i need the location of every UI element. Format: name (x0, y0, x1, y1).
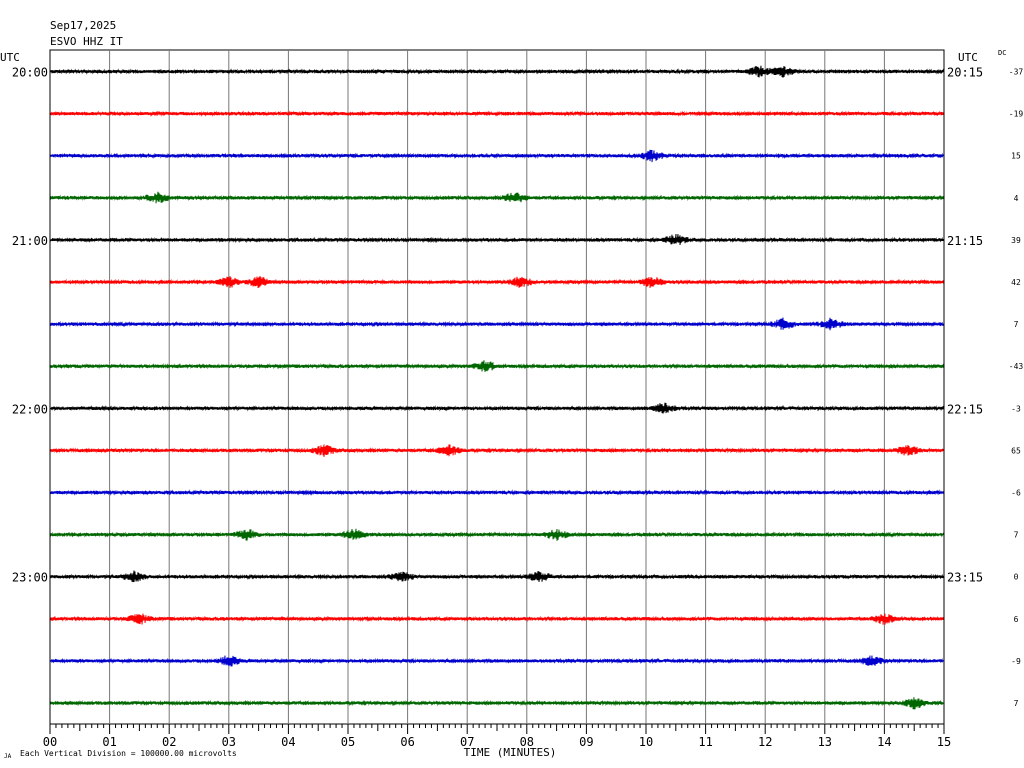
x-tick-label: 12 (758, 735, 772, 749)
x-tick-label: 14 (877, 735, 891, 749)
seismic-trace (50, 613, 944, 625)
x-tick-label: 11 (698, 735, 712, 749)
dc-offset-label: -3 (1011, 404, 1021, 413)
dc-offset-label: -6 (1011, 489, 1021, 498)
seismic-trace (50, 444, 944, 457)
dc-offset-label: -9 (1011, 657, 1021, 666)
right-hour-label: 23:15 (947, 571, 983, 585)
dc-offset-label: -43 (1009, 362, 1024, 371)
seismic-trace (50, 110, 944, 117)
seismic-trace (50, 402, 944, 414)
x-tick-label: 03 (222, 735, 236, 749)
x-tick-label: 00 (43, 735, 57, 749)
seismic-trace (50, 65, 944, 78)
dc-offset-label: 7 (1014, 320, 1019, 329)
seismic-trace (50, 528, 944, 541)
dc-label: DC (998, 49, 1007, 57)
right-hour-label: 20:15 (947, 66, 983, 80)
corner-mark: JA (4, 753, 12, 760)
seismic-trace (50, 317, 944, 331)
x-tick-label: 09 (579, 735, 593, 749)
dc-offset-label: 7 (1014, 531, 1019, 540)
dc-offset-label: -37 (1009, 68, 1024, 77)
right-hour-label: 21:15 (947, 234, 983, 248)
left-hour-label: 23:00 (12, 571, 48, 585)
right-utc-label: UTC (958, 51, 978, 64)
x-tick-label: 01 (102, 735, 116, 749)
x-tick-label: 13 (818, 735, 832, 749)
dc-offset-label: 65 (1011, 446, 1021, 455)
x-tick-label: 15 (937, 735, 951, 749)
x-tick-label: 07 (460, 735, 474, 749)
seismic-trace (50, 275, 944, 289)
x-tick-label: 08 (520, 735, 534, 749)
left-hour-label: 21:00 (12, 234, 48, 248)
right-hour-label: 22:15 (947, 402, 983, 416)
dc-offset-label: 4 (1014, 194, 1019, 203)
dc-offset-label: 39 (1011, 236, 1021, 245)
station-label: ESVO HHZ IT (50, 35, 123, 48)
dc-offset-label: 42 (1011, 278, 1021, 287)
left-hour-label: 20:00 (12, 66, 48, 80)
x-tick-label: 05 (341, 735, 355, 749)
dc-offset-label: -19 (1009, 110, 1024, 119)
dc-offset-label: 6 (1014, 615, 1019, 624)
left-utc-label: UTC (0, 51, 20, 64)
dc-offset-label: 0 (1014, 573, 1019, 582)
seismic-trace (50, 655, 944, 667)
date-label: Sep17,2025 (50, 19, 117, 32)
seismic-trace (50, 360, 944, 372)
seismic-trace (50, 489, 944, 496)
x-tick-label: 04 (281, 735, 295, 749)
scale-note: Each Vertical Division = 100000.00 micro… (20, 749, 237, 758)
left-hour-label: 22:00 (12, 402, 48, 416)
x-tick-label: 06 (400, 735, 414, 749)
dc-offset-label: 7 (1014, 699, 1019, 708)
x-tick-label: 02 (162, 735, 176, 749)
x-tick-label: 10 (639, 735, 653, 749)
dc-offset-label: 15 (1011, 152, 1021, 161)
x-axis-label: TIME (MINUTES) (464, 746, 557, 759)
seismic-trace (50, 149, 944, 163)
plot-frame (49, 49, 945, 725)
seismic-trace (50, 570, 944, 583)
seismic-trace (50, 697, 944, 710)
seismic-trace (50, 191, 944, 204)
seismic-trace (50, 233, 944, 245)
